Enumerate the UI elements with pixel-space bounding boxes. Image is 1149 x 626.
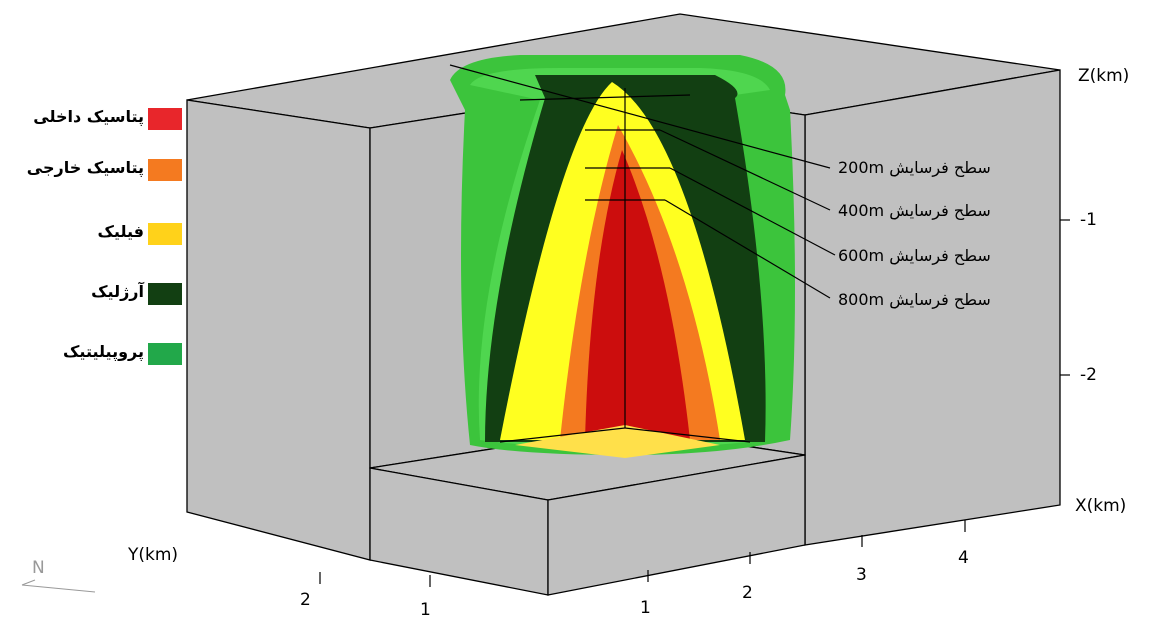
north-arrow (22, 580, 95, 592)
legend-swatch (148, 159, 182, 181)
axis-label: X(km) (1075, 496, 1126, 516)
legend-swatch (148, 283, 182, 305)
legend-swatch (148, 223, 182, 245)
annotation: سطح فرسایش 200m (838, 158, 991, 177)
tick-label: 4 (958, 548, 969, 568)
legend-label: فیلیک (4, 222, 144, 241)
north-label: N (32, 558, 45, 578)
legend-label: پتاسیک داخلی (4, 107, 144, 126)
tick-label: 3 (856, 565, 867, 585)
legend-label: پتاسیک خارجی (4, 158, 144, 177)
legend-swatch (148, 108, 182, 130)
annotation: سطح فرسایش 600m (838, 246, 991, 265)
legend-label: آرژلیک (4, 282, 144, 301)
tick-label: -2 (1080, 365, 1097, 385)
legend-swatch (148, 343, 182, 365)
tick-label: 2 (742, 583, 753, 603)
tick-label: -1 (1080, 210, 1097, 230)
legend-label: پروپیلیتیک (4, 342, 144, 361)
axis-label: Z(km) (1078, 66, 1129, 86)
annotation: سطح فرسایش 800m (838, 290, 991, 309)
tick-label: 1 (420, 600, 431, 620)
alteration-zones (450, 55, 795, 458)
left-face (187, 100, 370, 560)
diagram: پتاسیک داخلی پتاسیک خارجی فیلیک آرژلیک پروپی… (0, 0, 1149, 626)
block-model (0, 0, 1149, 626)
axis-label: Y(km) (128, 545, 178, 565)
annotation: سطح فرسایش 400m (838, 201, 991, 220)
tick-label: 2 (300, 590, 311, 610)
tick-label: 1 (640, 598, 651, 618)
